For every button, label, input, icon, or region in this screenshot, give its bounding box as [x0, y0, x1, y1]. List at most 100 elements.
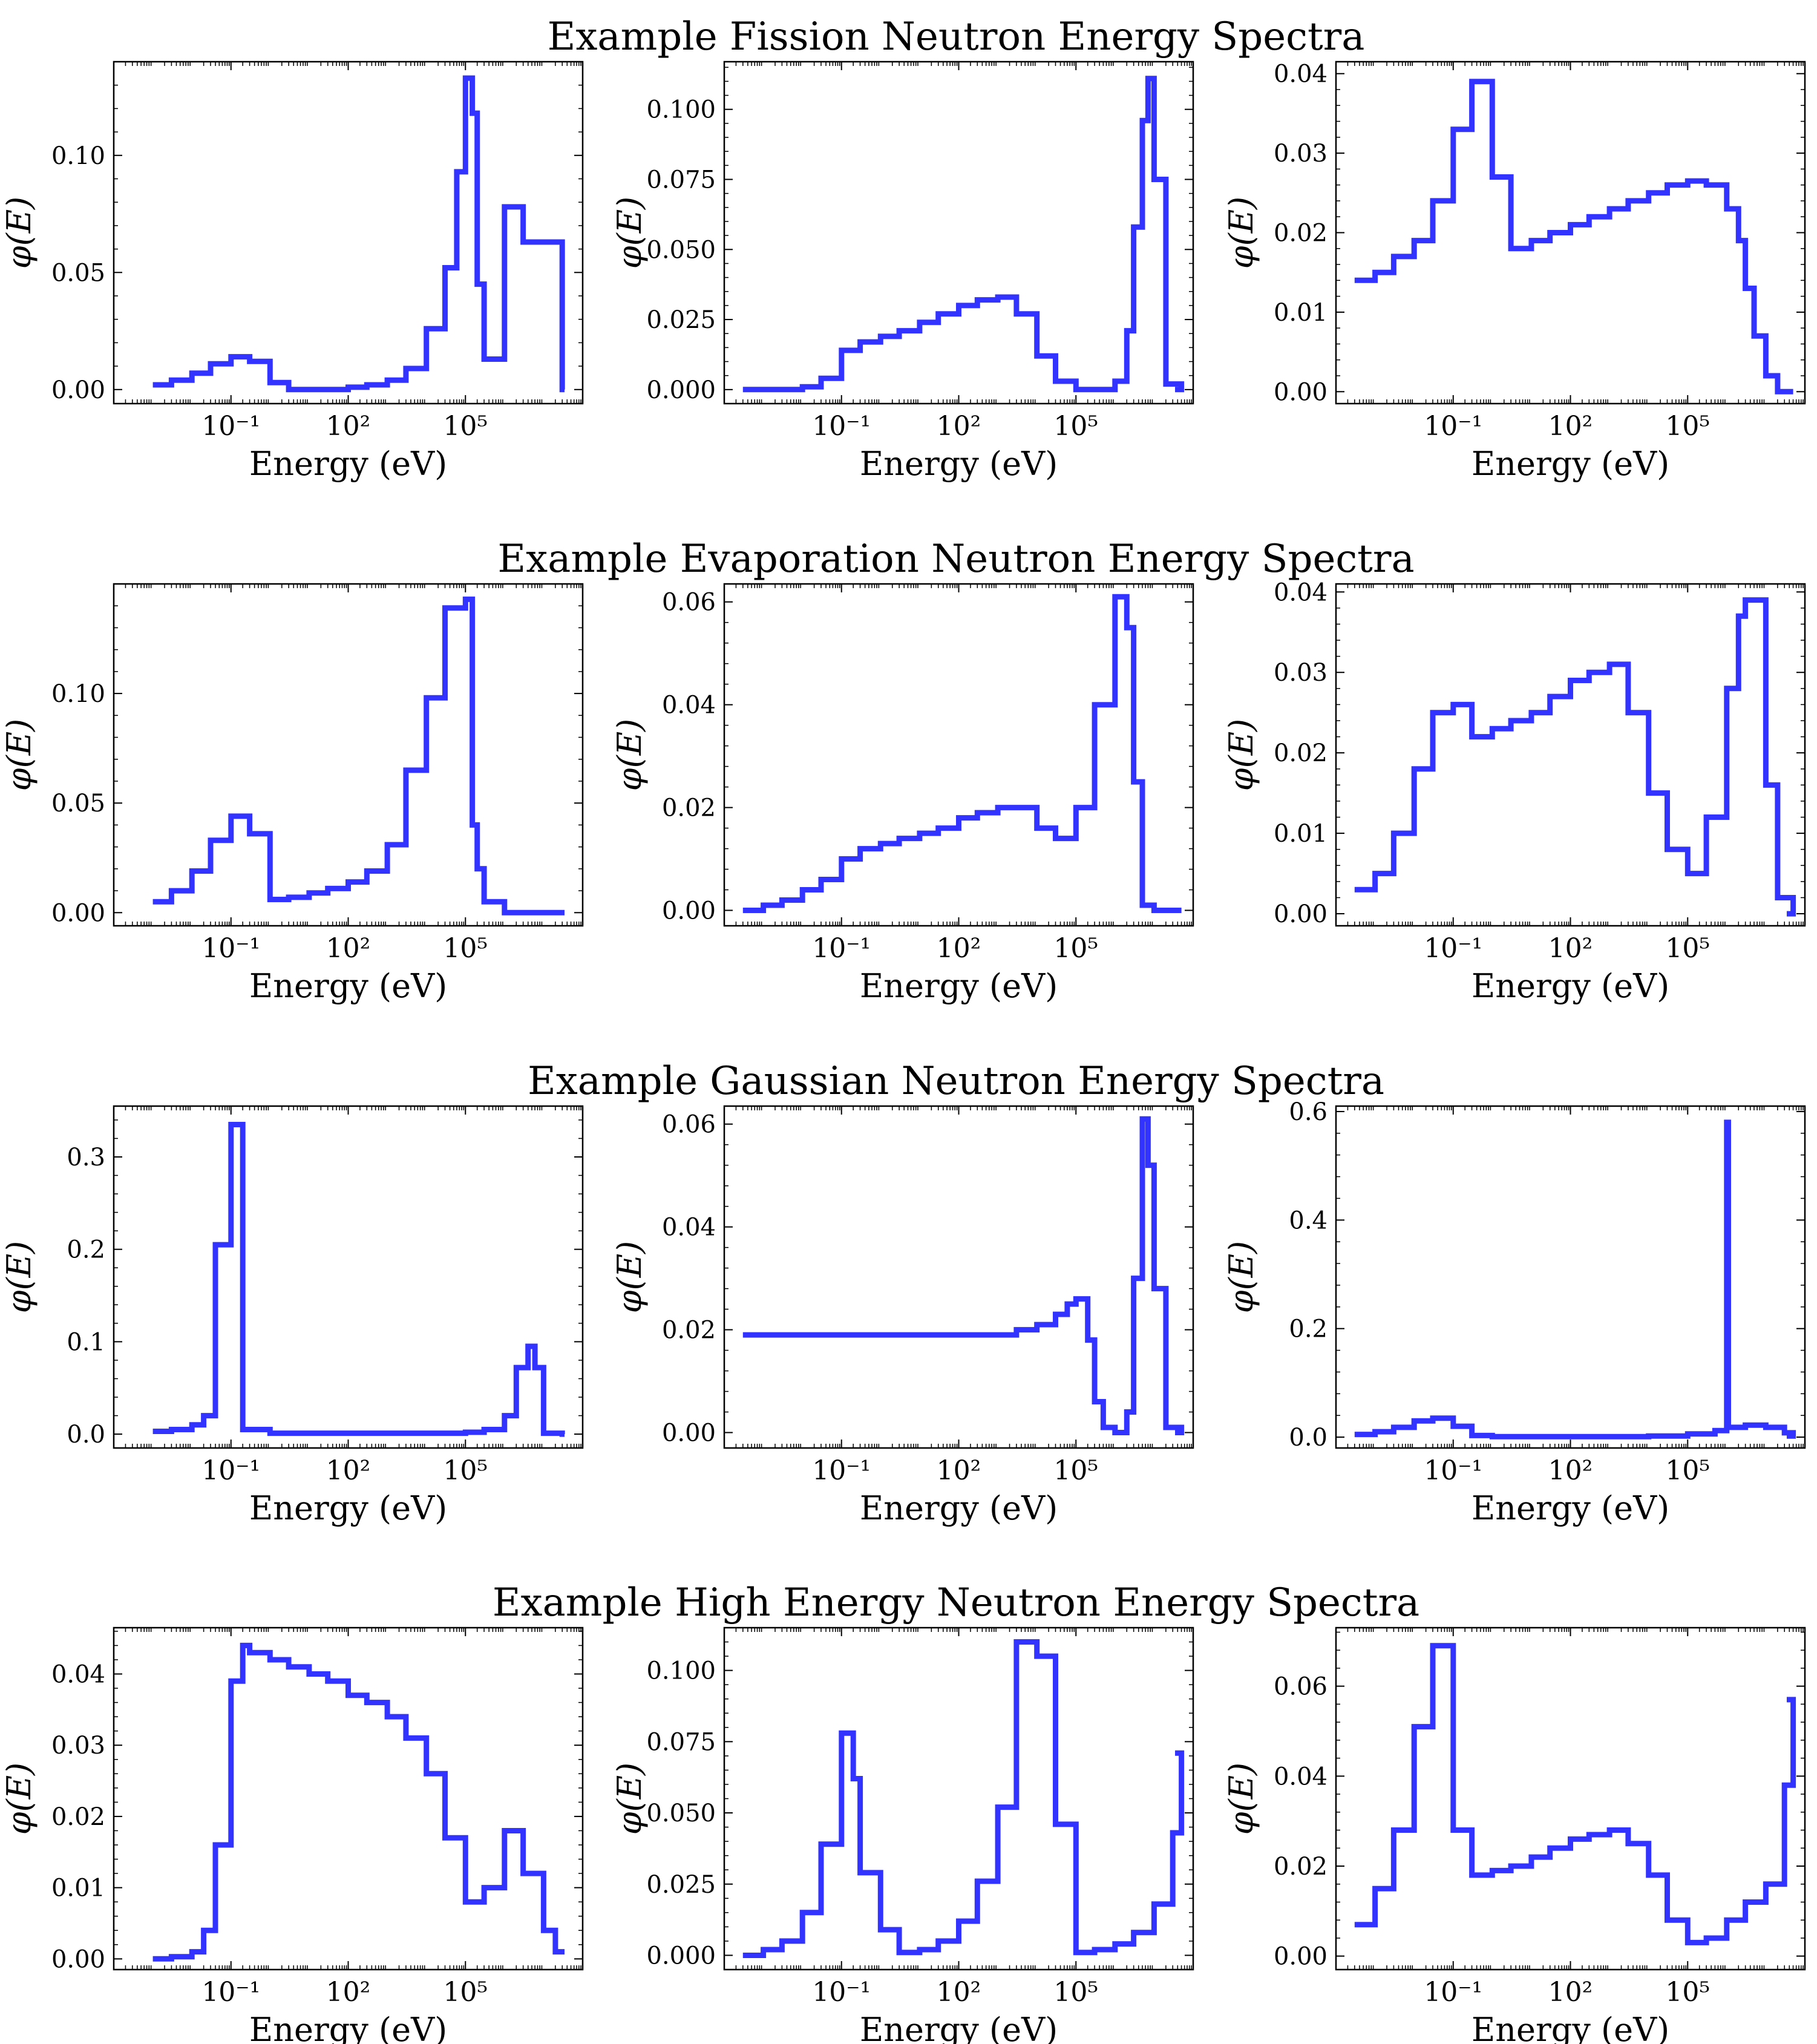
x-tick-label: 10² — [1548, 411, 1593, 442]
y-tick-label: 0.02 — [662, 794, 716, 822]
x-tick-label: 10⁻¹ — [1424, 1977, 1482, 2008]
x-axis-label: Energy (eV) — [1472, 1489, 1669, 1527]
chart-panel-0-0: 10⁻¹ 10² 10⁵ 0.00 0.05 0.10 Energy (eV) φ(E) — [0, 61, 584, 483]
y-tick-label: 0.00 — [1274, 900, 1328, 928]
y-tick-label: 0.04 — [1274, 1763, 1328, 1790]
y-tick-label: 0.000 — [646, 376, 716, 404]
y-tick-label: 0.02 — [662, 1317, 716, 1345]
x-tick-label: 10⁻¹ — [812, 933, 871, 964]
y-tick-label: 0.06 — [1274, 1673, 1328, 1701]
x-tick-label: 10⁵ — [1665, 933, 1710, 964]
y-tick-label: 0.075 — [646, 166, 716, 194]
x-tick-label: 10² — [326, 411, 371, 442]
spectrum-line — [1354, 1119, 1796, 1440]
x-tick-label: 10² — [1548, 1455, 1593, 1486]
spectrum-line — [1354, 1643, 1796, 1945]
y-tick-label: 0.02 — [51, 1803, 105, 1831]
y-axis-label: φ(E) — [1222, 197, 1260, 269]
x-axis-label: Energy (eV) — [249, 1489, 447, 1527]
x-tick-label: 10⁵ — [1665, 1977, 1710, 2008]
x-tick-label: 10⁵ — [443, 1455, 488, 1486]
x-tick-label: 10⁻¹ — [812, 1455, 871, 1486]
y-tick-label: 0.000 — [646, 1942, 716, 1970]
y-tick-label: 0.0 — [67, 1421, 105, 1449]
chart-panel-1-0: 10⁻¹ 10² 10⁵ 0.00 0.05 0.10 Energy (eV) φ(E) — [0, 583, 584, 1005]
y-axis-label: φ(E) — [0, 719, 38, 791]
y-tick-label: 0.04 — [662, 1214, 716, 1242]
x-axis-label: Energy (eV) — [860, 2011, 1058, 2044]
y-tick-label: 0.00 — [1274, 378, 1328, 406]
y-tick-label: 0.01 — [51, 1875, 105, 1902]
chart-panel-3-2: 10⁻¹ 10² 10⁵ 0.00 0.02 0.04 0.06 Energy (eV) φ(E… — [1222, 1626, 1806, 2044]
x-tick-label: 10² — [937, 411, 981, 442]
y-tick-label: 0.03 — [51, 1732, 105, 1760]
row-title-fission: Example Fission Neutron Energy Spectra — [548, 15, 1365, 59]
x-tick-label: 10² — [937, 933, 981, 964]
y-tick-label: 0.02 — [1274, 1853, 1328, 1881]
spectrum-line — [152, 1642, 565, 1962]
panels: 10⁻¹ 10² 10⁵ 0.00 0.05 0.10 Energy (eV) φ(E) 10⁻… — [0, 61, 1806, 2044]
x-axis-label: Energy (eV) — [860, 967, 1058, 1005]
y-axis-label: φ(E) — [1222, 719, 1260, 791]
x-tick-label: 10² — [937, 1455, 981, 1486]
y-tick-label: 0.025 — [646, 306, 716, 334]
spectrum-line — [152, 1122, 565, 1437]
y-axis-label: φ(E) — [611, 1241, 649, 1313]
y-tick-label: 0.00 — [662, 897, 716, 925]
x-tick-label: 10⁵ — [1053, 1455, 1098, 1486]
y-tick-label: 0.100 — [646, 96, 716, 124]
y-tick-label: 0.03 — [1274, 659, 1328, 687]
y-tick-label: 0.025 — [646, 1871, 716, 1899]
x-tick-label: 10⁵ — [1053, 933, 1098, 964]
x-axis-label: Energy (eV) — [1472, 445, 1669, 483]
x-tick-label: 10⁵ — [443, 1977, 488, 2008]
x-tick-label: 10⁻¹ — [812, 1977, 871, 2008]
y-tick-label: 0.00 — [662, 1420, 716, 1447]
x-tick-label: 10⁻¹ — [201, 1455, 260, 1486]
x-tick-label: 10² — [326, 933, 371, 964]
chart-panel-3-0: 10⁻¹ 10² 10⁵ 0.00 0.01 0.02 0.03 0.04 Energy (eV… — [0, 1626, 584, 2044]
y-tick-label: 0.1 — [67, 1328, 105, 1356]
y-tick-label: 0.02 — [1274, 739, 1328, 767]
x-tick-label: 10⁻¹ — [201, 411, 260, 442]
x-tick-label: 10⁵ — [1665, 1455, 1710, 1486]
y-tick-label: 0.075 — [646, 1728, 716, 1756]
y-tick-label: 0.10 — [51, 680, 105, 708]
x-axis-label: Energy (eV) — [860, 445, 1058, 483]
y-axis-label: φ(E) — [0, 197, 38, 269]
y-tick-label: 0.00 — [1274, 1943, 1328, 1971]
spectrum-line — [742, 76, 1185, 393]
x-tick-label: 10⁻¹ — [1424, 1455, 1482, 1486]
x-axis-label: Energy (eV) — [249, 967, 447, 1005]
chart-panel-1-1: 10⁻¹ 10² 10⁵ 0.00 0.02 0.04 0.06 Energy (eV) φ(E… — [611, 583, 1194, 1005]
x-tick-label: 10⁻¹ — [1424, 411, 1482, 442]
y-tick-label: 0.10 — [51, 142, 105, 170]
x-tick-label: 10⁵ — [443, 411, 488, 442]
chart-panel-2-1: 10⁻¹ 10² 10⁵ 0.00 0.02 0.04 0.06 Energy (eV) φ(E… — [611, 1105, 1194, 1527]
spectrum-line — [1354, 79, 1793, 395]
x-axis-label: Energy (eV) — [249, 445, 447, 483]
x-tick-label: 10² — [1548, 933, 1593, 964]
y-tick-label: 0.4 — [1289, 1207, 1328, 1234]
y-tick-label: 0.0 — [1289, 1424, 1328, 1452]
x-tick-label: 10⁻¹ — [812, 411, 871, 442]
y-tick-label: 0.04 — [51, 1661, 105, 1689]
x-axis-label: Energy (eV) — [860, 1489, 1058, 1527]
y-tick-label: 0.6 — [1289, 1098, 1328, 1126]
y-tick-label: 0.100 — [646, 1657, 716, 1685]
x-axis-label: Energy (eV) — [1472, 2011, 1669, 2044]
spectrum-line — [742, 1116, 1185, 1435]
chart-panel-0-1: 10⁻¹ 10² 10⁵ 0.000 0.025 0.050 0.075 0.100 Energ… — [611, 61, 1194, 483]
y-axis-label: φ(E) — [611, 197, 649, 269]
y-tick-label: 0.00 — [51, 1945, 105, 1973]
y-tick-label: 0.05 — [51, 790, 105, 817]
x-tick-label: 10⁻¹ — [1424, 933, 1482, 964]
spectrum-line — [742, 1639, 1185, 1958]
y-tick-label: 0.03 — [1274, 140, 1328, 168]
x-tick-label: 10⁻¹ — [201, 933, 260, 964]
spectrum-line — [742, 594, 1182, 913]
y-tick-label: 0.01 — [1274, 820, 1328, 848]
x-tick-label: 10² — [326, 1455, 371, 1486]
x-tick-label: 10⁵ — [1053, 411, 1098, 442]
